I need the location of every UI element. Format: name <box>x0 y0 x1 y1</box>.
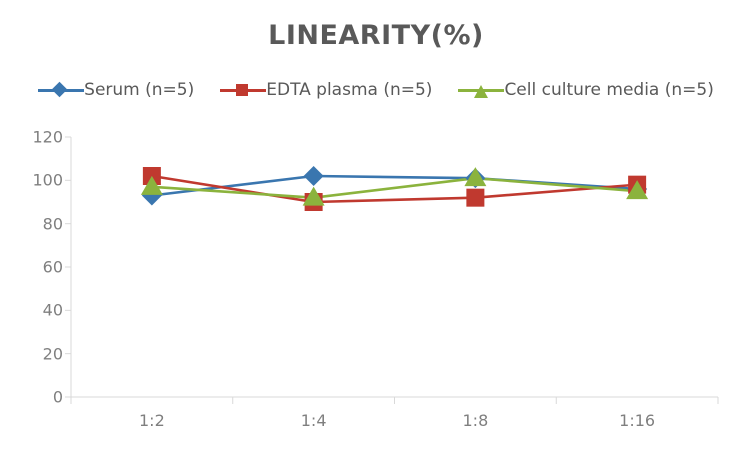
x-axis-tick-label: 1:8 <box>462 411 489 430</box>
chart-legend: Serum (n=5) EDTA plasma (n=5) Cell culture… <box>0 80 752 100</box>
data-point-marker-diamond[interactable] <box>303 166 324 186</box>
y-axis-tick-label: 20 <box>42 344 63 364</box>
y-axis-tick-label: 40 <box>42 300 63 320</box>
legend-symbol-square-icon <box>236 84 249 96</box>
legend-marker-square-icon <box>220 81 267 99</box>
data-point-marker-triangle[interactable] <box>140 175 163 195</box>
y-axis-tick-label: 60 <box>42 257 63 277</box>
data-point-marker-triangle[interactable] <box>464 167 487 187</box>
data-point-marker-triangle[interactable] <box>626 180 649 200</box>
y-axis-tick-label: 80 <box>42 214 63 234</box>
x-axis-tick-label: 1:4 <box>300 411 327 430</box>
chart-title: LINEARITY(%) <box>268 20 484 51</box>
series-line-2 <box>150 176 639 199</box>
series-line-1 <box>150 174 639 204</box>
y-axis-tick-label: 120 <box>32 127 63 147</box>
legend-item[interactable]: Serum (n=5) <box>38 80 194 100</box>
y-axis-tick-label: 0 <box>52 387 63 407</box>
data-point-marker-triangle[interactable] <box>302 186 325 206</box>
x-axis-tick-label: 1:2 <box>139 411 165 430</box>
legend-item[interactable]: EDTA plasma (n=5) <box>220 80 432 100</box>
legend-marker-triangle-icon <box>458 81 505 99</box>
legend-label: EDTA plasma (n=5) <box>266 80 433 100</box>
legend-marker-diamond-icon <box>38 81 85 99</box>
legend-item[interactable]: Cell culture media (n=5) <box>458 80 714 100</box>
data-point-marker-square[interactable] <box>466 188 485 207</box>
legend-symbol-triangle-icon <box>474 85 489 98</box>
x-axis-tick-label: 1:16 <box>619 411 656 430</box>
y-axis-tick-label: 100 <box>32 170 63 190</box>
legend-label: Cell culture media (n=5) <box>504 80 714 100</box>
legend-label: Serum (n=5) <box>84 80 195 100</box>
